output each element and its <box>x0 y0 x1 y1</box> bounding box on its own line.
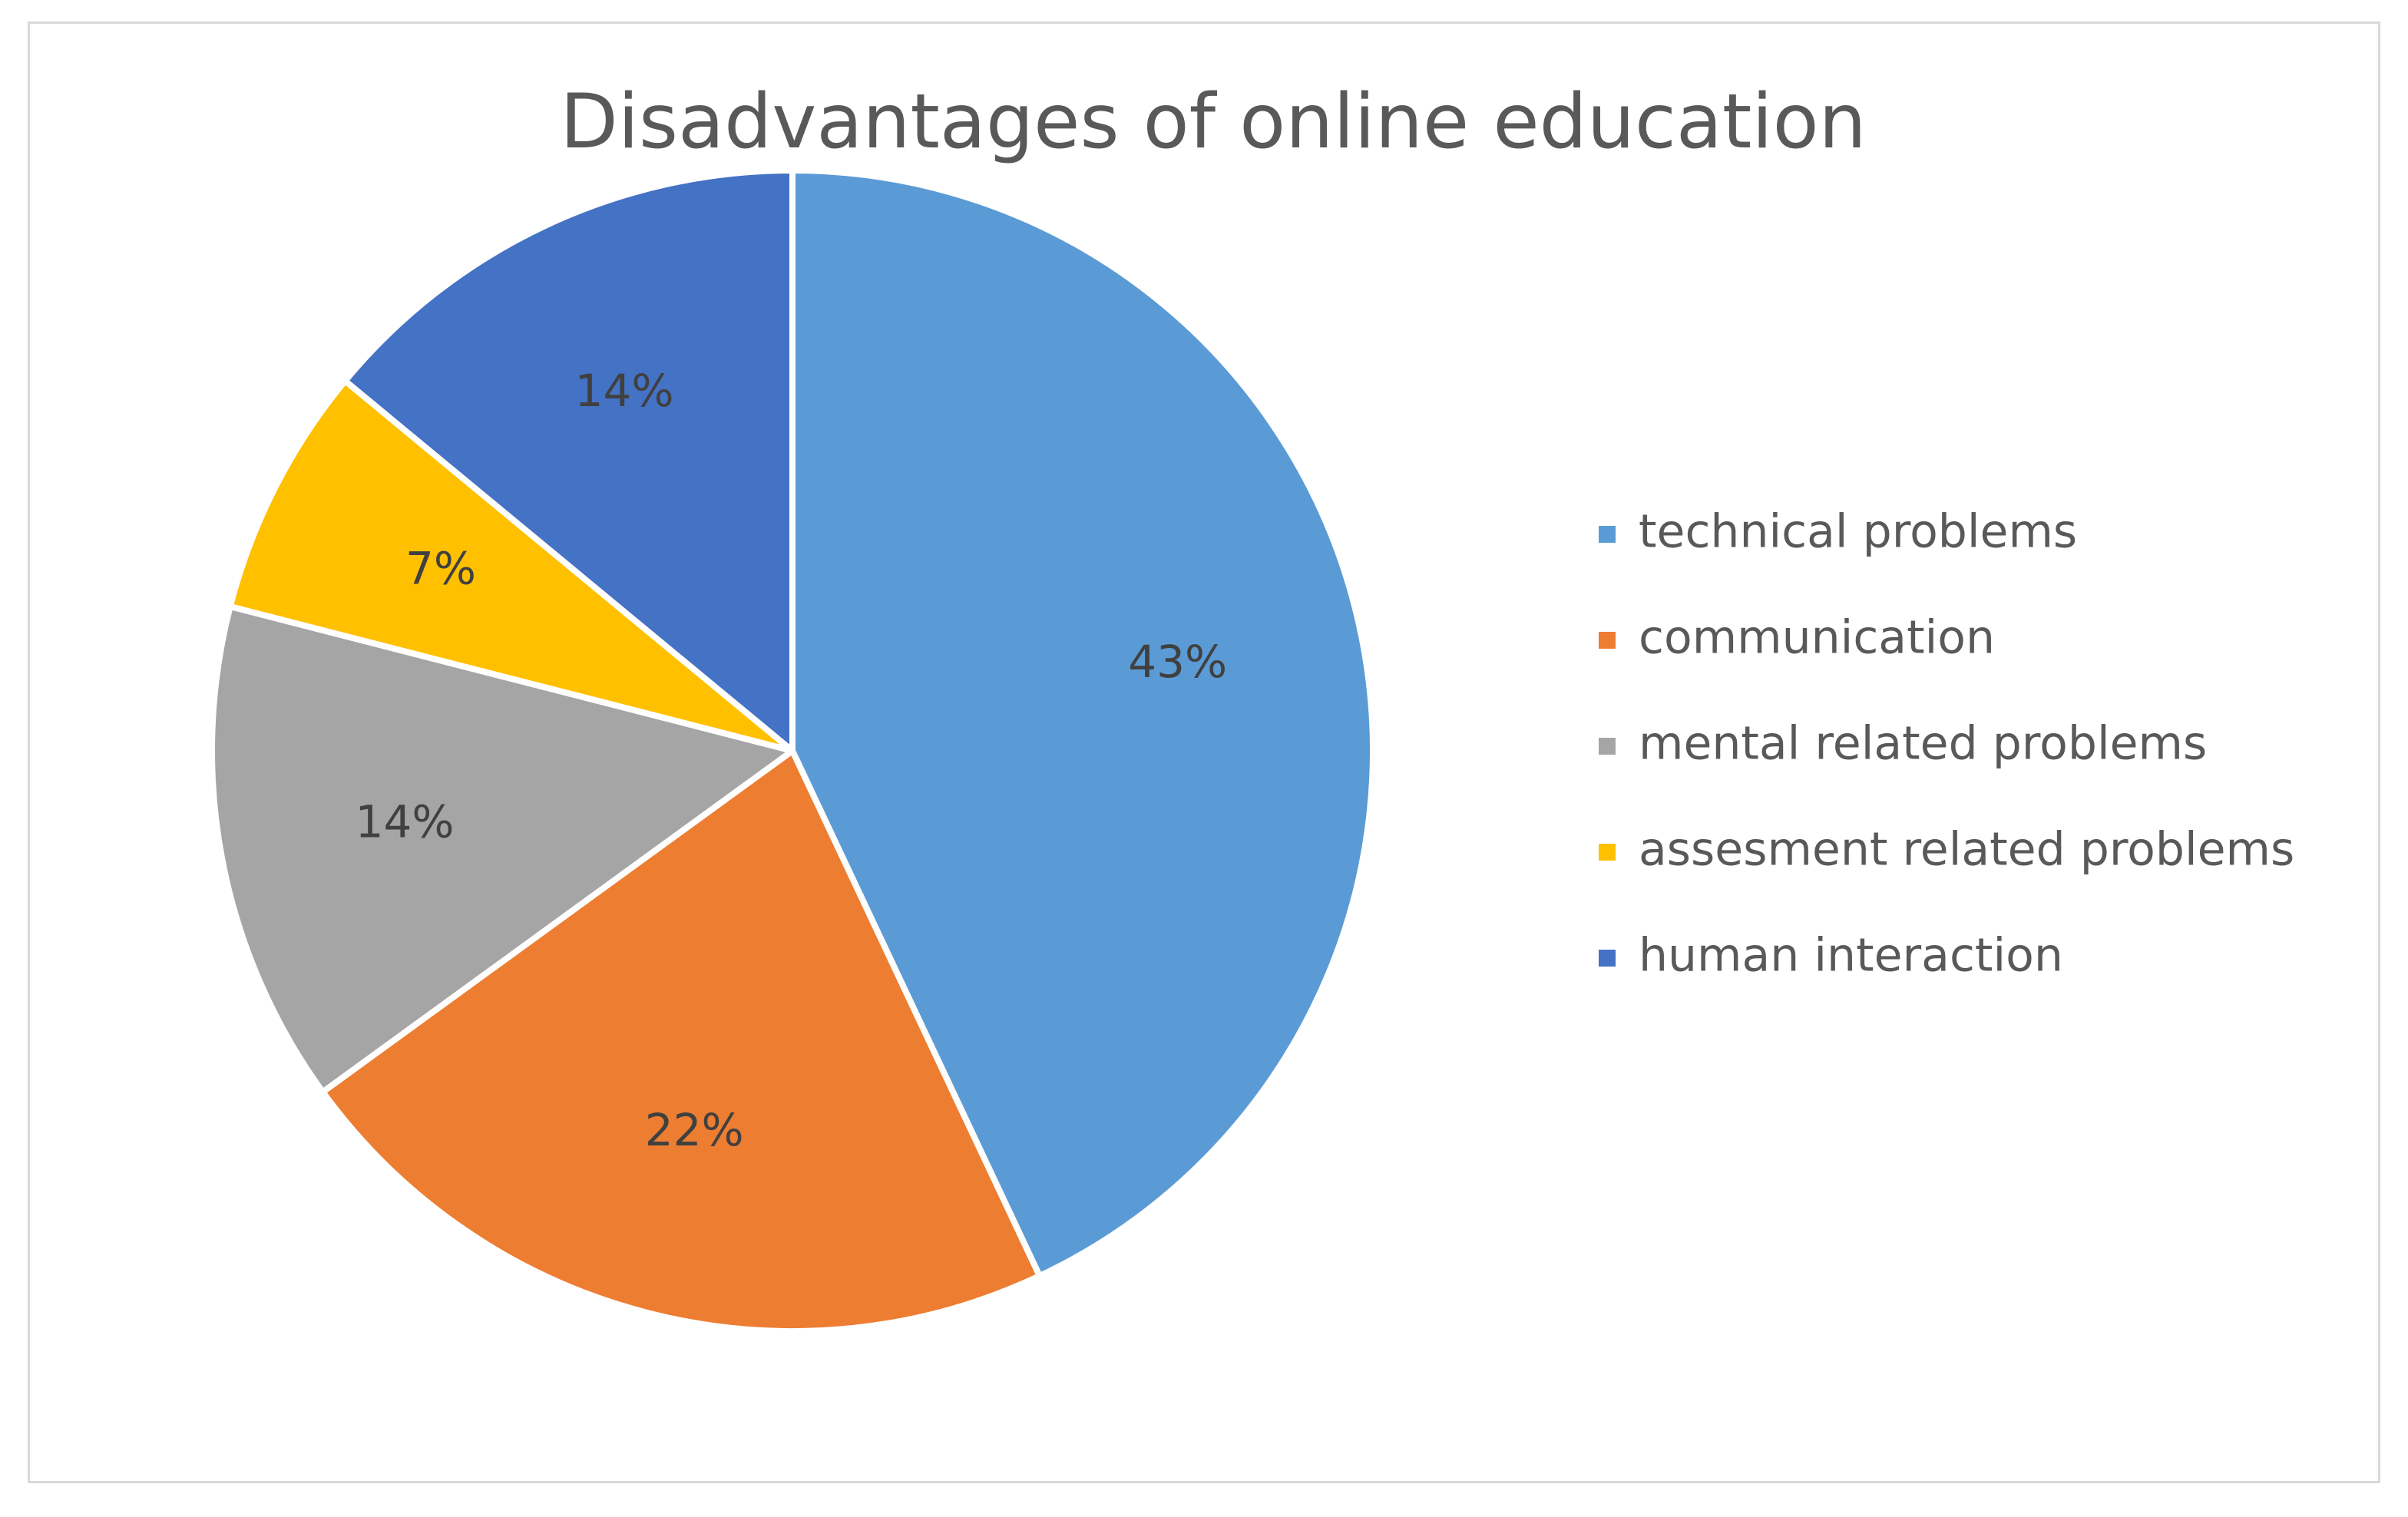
pie-slice-human-interaction <box>342 167 796 754</box>
legend-swatch-human-interaction <box>1599 950 1616 967</box>
legend-swatch-communication <box>1599 632 1616 649</box>
legend-label-technical-problems: technical problems <box>1639 505 2077 559</box>
data-label-communication: 22% <box>645 1104 744 1156</box>
legend-swatch-mental-related-problems <box>1599 738 1616 755</box>
pie-slice-technical-problems <box>789 167 1376 1280</box>
pie-slice-assesment-related-problems <box>227 378 796 754</box>
data-label-mental-related-problems: 14% <box>356 795 455 848</box>
pie-slices <box>209 167 1376 1334</box>
legend-swatch-assesment-related-problems <box>1599 844 1616 861</box>
legend-label-communication: communication <box>1639 611 1995 665</box>
data-label-assesment-related-problems: 7% <box>405 543 476 595</box>
chart-title: Disadvantages of online education <box>560 78 1866 166</box>
pie-slice-mental-related-problems <box>209 603 796 1096</box>
data-label-human-interaction: 14% <box>575 365 674 417</box>
legend-label-human-interaction: human interaction <box>1639 929 2063 983</box>
legend: technical problems communication mental re… <box>1599 505 2294 983</box>
legend-label-assesment-related-problems: assesment related problems <box>1639 823 2294 877</box>
legend-swatch-technical-problems <box>1599 526 1616 543</box>
pie-slice-communication <box>319 748 1043 1334</box>
legend-label-mental-related-problems: mental related problems <box>1639 717 2207 771</box>
data-labels: 43% 22% 14% 7% 14% <box>356 365 1228 1156</box>
data-label-technical-problems: 43% <box>1128 636 1227 688</box>
